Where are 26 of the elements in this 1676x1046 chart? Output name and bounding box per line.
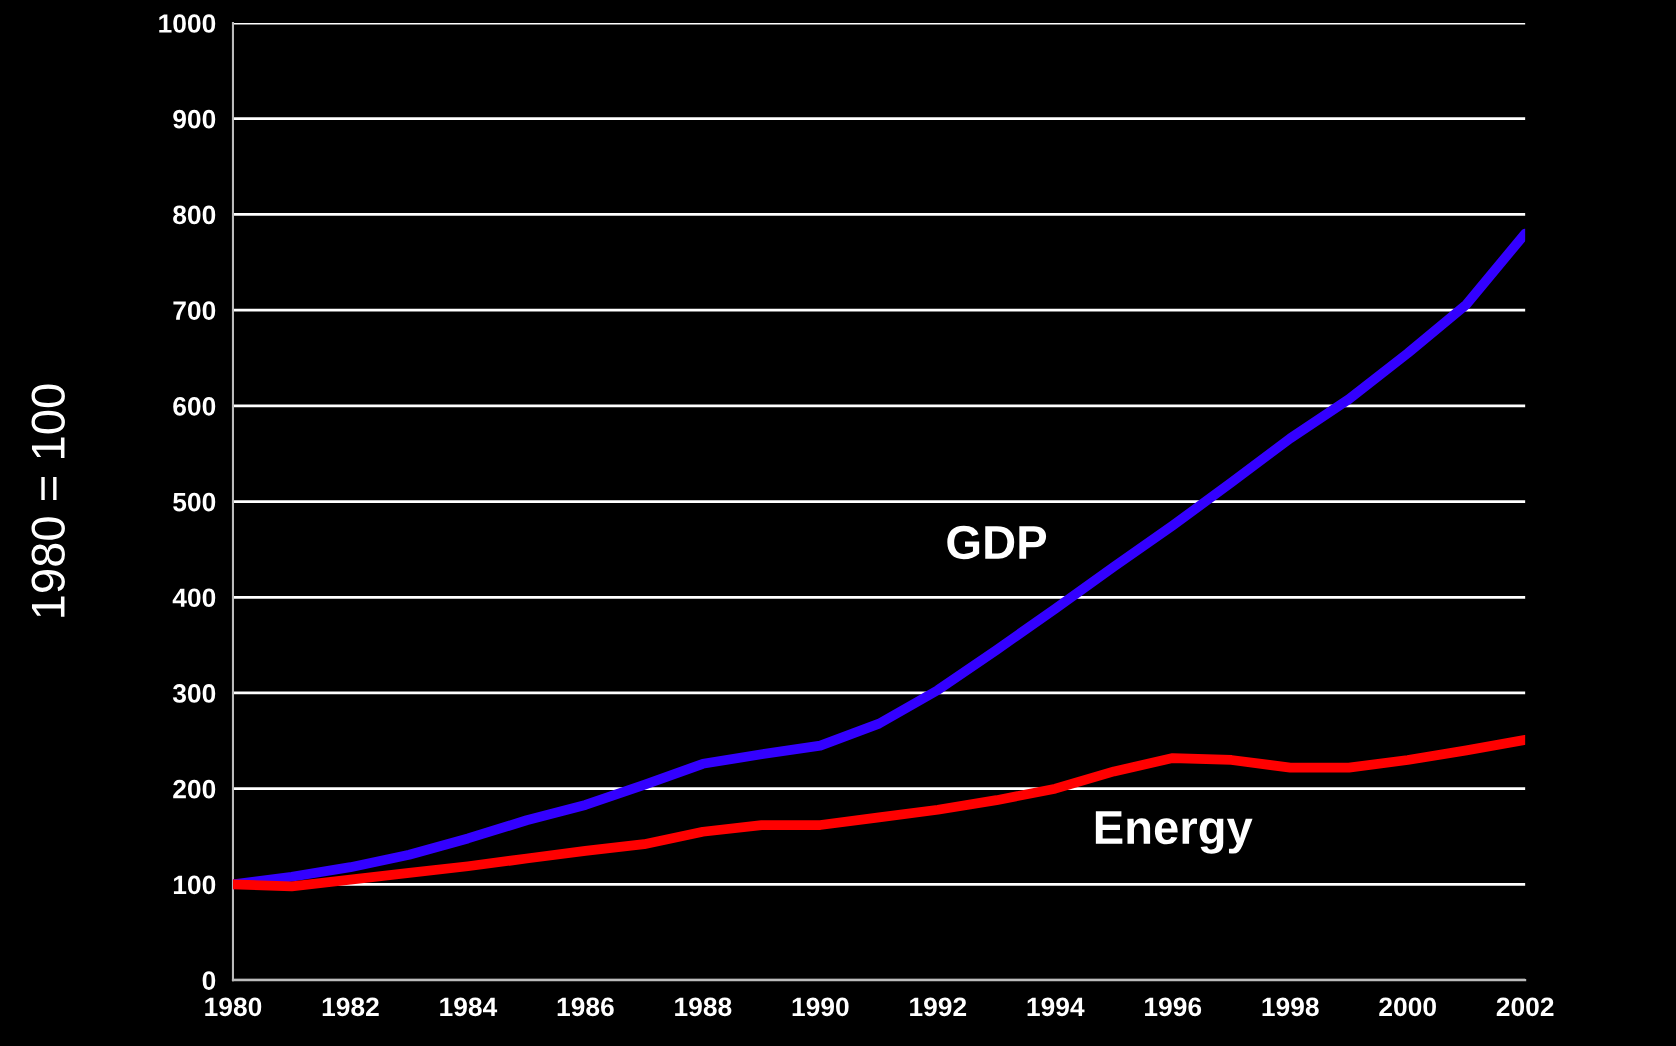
y-tick-label: 200: [173, 779, 216, 799]
x-tick-label: 1994: [1027, 997, 1085, 1017]
y-tick-label: 500: [173, 492, 216, 512]
x-tick-label: 1984: [440, 997, 498, 1017]
y-tick-label: 100: [173, 875, 216, 895]
x-tick-label: 1982: [322, 997, 379, 1017]
x-tick-label: 1992: [910, 997, 967, 1017]
y-tick-label: 600: [173, 396, 216, 416]
series-label: Energy: [1095, 811, 1253, 854]
y-axis-title: 1980 = 100: [31, 384, 65, 617]
x-tick-label: 1986: [557, 997, 614, 1017]
y-tick-label: 800: [173, 205, 216, 225]
x-tick-label: 1996: [1145, 997, 1202, 1017]
x-tick-label: 1988: [675, 997, 732, 1017]
x-tick-label: 1990: [792, 997, 849, 1017]
x-tick-label: 1980: [205, 997, 262, 1017]
x-tick-label: 2000: [1379, 997, 1436, 1017]
y-tick-label: 0: [202, 971, 216, 990]
y-tick-label: 400: [172, 588, 216, 608]
x-tick-label: 1998: [1262, 997, 1319, 1017]
y-tick-label: 1000: [159, 14, 216, 33]
series-label: GDP: [947, 525, 1047, 560]
y-tick-label: 900: [173, 109, 216, 129]
y-tick-label: 700: [173, 301, 216, 320]
y-tick-label: 300: [172, 684, 216, 703]
x-tick-label: 2002: [1496, 997, 1554, 1017]
